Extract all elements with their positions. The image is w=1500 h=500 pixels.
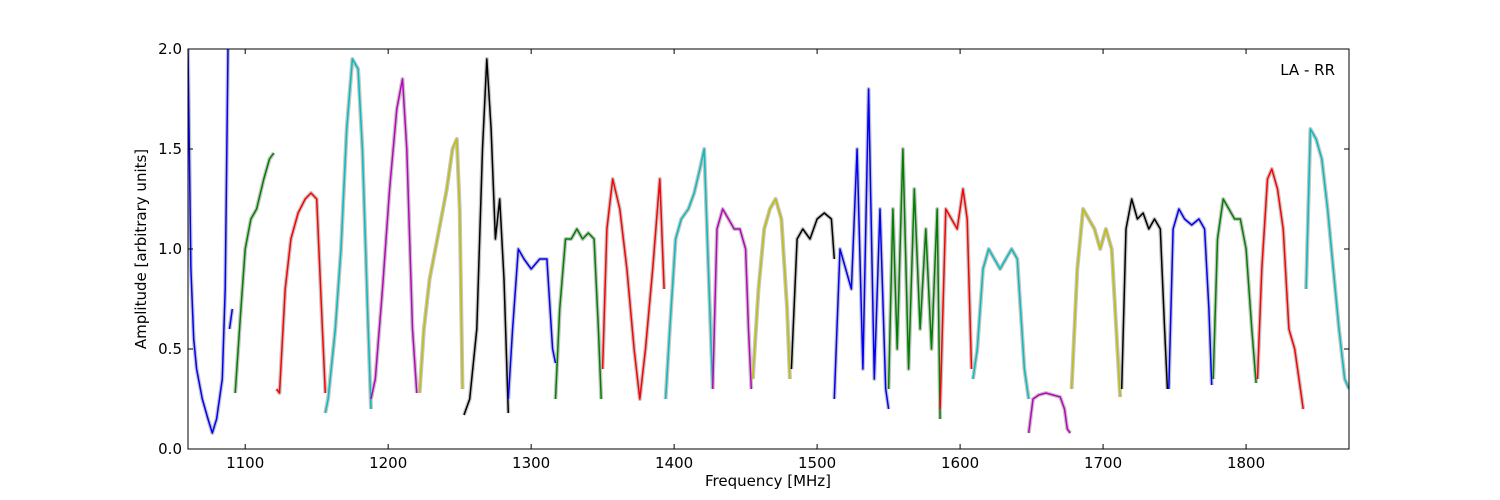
y-tick-label: 0.0 (158, 440, 182, 458)
x-tick-label: 1200 (369, 454, 407, 472)
series-line-17 (887, 148, 941, 420)
y-tick-label: 1.5 (158, 140, 182, 158)
plot-annotation: LA - RR (1280, 61, 1335, 79)
series-line-11 (601, 178, 665, 400)
plot-area (188, 49, 1349, 449)
series-line-6 (370, 78, 418, 400)
series-layer (188, 49, 1349, 434)
series-line-24 (1212, 198, 1257, 384)
series-line-22 (1120, 198, 1169, 390)
y-axis-label: Amplitude [arbitrary units] (132, 149, 150, 349)
x-tick-label: 1300 (512, 454, 550, 472)
x-tick-label: 1500 (798, 454, 836, 472)
y-tick-label: 1.0 (158, 240, 182, 258)
x-axis-ticks: 1100 1200 1300 1400 1500 1600 1700 1800 (226, 49, 1265, 472)
series-line-14 (752, 198, 791, 380)
series-line-9 (507, 248, 557, 400)
series-line-1 (188, 49, 229, 434)
series-line-5 (324, 58, 372, 414)
series-line-4 (275, 192, 327, 394)
series-line-12 (664, 148, 714, 400)
series-line-26 (1305, 128, 1349, 390)
x-tick-label: 1100 (226, 454, 264, 472)
series-line-19 (972, 248, 1030, 400)
series-line-25 (1256, 168, 1304, 410)
x-tick-label: 1600 (941, 454, 979, 472)
series-line-7 (418, 138, 464, 394)
x-tick-label: 1800 (1227, 454, 1265, 472)
series-line-15 (790, 212, 836, 370)
y-tick-label: 0.5 (158, 340, 182, 358)
y-tick-label: 2.0 (158, 40, 182, 58)
x-tick-label: 1700 (1084, 454, 1122, 472)
series-line-13 (711, 208, 753, 390)
series-line-3 (234, 152, 275, 394)
series-line-2 (228, 308, 234, 330)
series-line-18 (939, 188, 973, 410)
series-line-20 (1027, 392, 1071, 434)
series-line-21 (1070, 208, 1121, 398)
series-line-8 (463, 58, 510, 416)
x-tick-label: 1400 (655, 454, 693, 472)
series-line-23 (1168, 208, 1213, 390)
series-line-10 (554, 228, 602, 400)
x-axis-label: Frequency [MHz] (705, 472, 831, 490)
y-axis-ticks: 0.0 0.5 1.0 1.5 2.0 (158, 40, 1349, 458)
series-line-16 (833, 88, 890, 410)
